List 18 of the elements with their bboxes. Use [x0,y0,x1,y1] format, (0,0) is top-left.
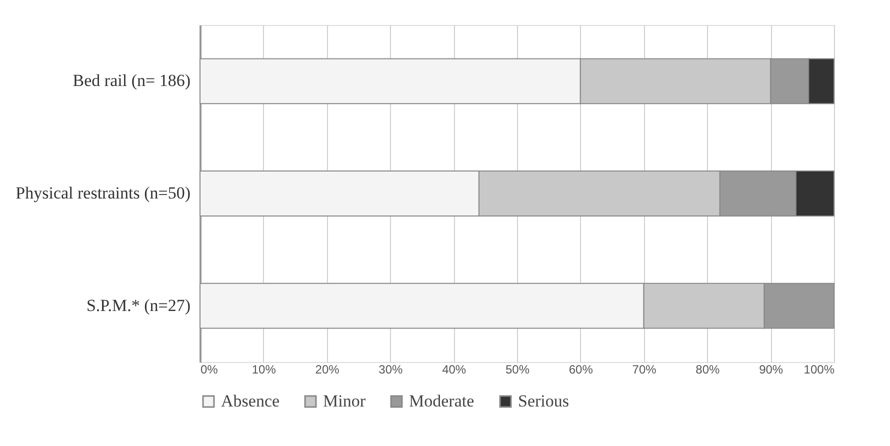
y-tick-label: S.P.M.* (n=27) [86,296,190,315]
x-tick-label: 70% [632,362,657,376]
legend-label: Minor [323,392,366,411]
x-tick-label: 20% [315,362,340,376]
x-tick-label: 60% [568,362,594,376]
x-tick-label: 0% [200,362,218,376]
y-tick-label: Bed rail (n= 186) [72,71,190,90]
x-tick-label: 100% [804,362,835,376]
legend-label: Serious [518,392,569,411]
x-tick-label: 80% [696,362,720,376]
legend-label: Absence [221,392,280,411]
legend-label: Moderate [409,392,474,411]
x-tick-label: 40% [442,362,466,376]
x-tick-label: 10% [252,362,276,376]
x-tick-label: 90% [759,362,784,376]
x-tick-label: 30% [378,362,404,376]
y-tick-label: Physical restraints (n=50) [16,184,190,202]
x-tick-label: 50% [505,362,530,376]
